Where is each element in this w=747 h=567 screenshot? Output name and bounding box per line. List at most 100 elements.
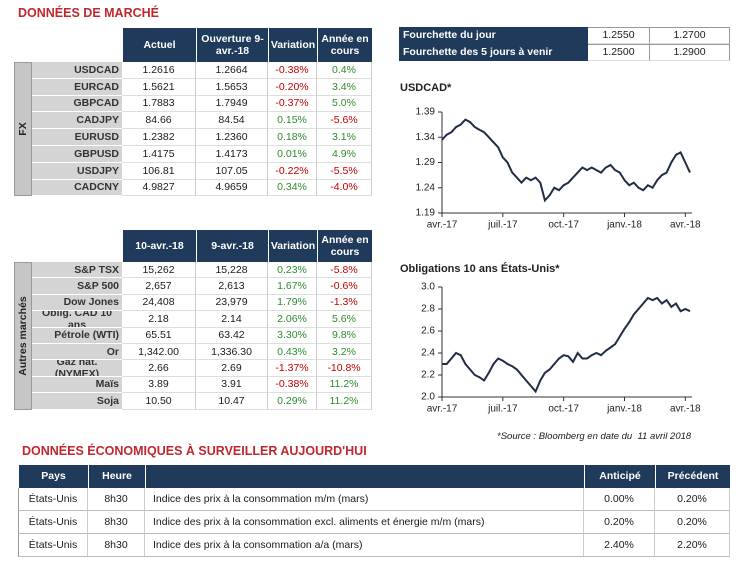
column-header: 10-avr.-18 (122, 230, 196, 262)
cell: 0.15% (268, 112, 317, 130)
row-label: EURUSD (32, 129, 122, 146)
column-header: Ouverture 9-avr.-18 (196, 28, 268, 62)
chart-title: USDCAD* (400, 82, 452, 94)
cell: 23,979 (196, 294, 268, 312)
cell: 2.14 (196, 311, 268, 328)
page-title: DONNÉES DE MARCHÉ (18, 6, 159, 20)
cell: Indice des prix à la consommation a/a (m… (145, 534, 584, 557)
cell: 8h30 (88, 488, 145, 511)
cell: 1.7883 (122, 95, 196, 113)
cell: États-Unis (18, 511, 88, 534)
group-strip: FX (14, 62, 32, 197)
cell: 1.5653 (196, 78, 268, 96)
cell: 5.6% (317, 311, 372, 328)
cell: 2.18 (122, 311, 196, 328)
cell: 1.7949 (196, 95, 268, 113)
cell: 3.91 (196, 376, 268, 394)
cell: Indice des prix à la consommation excl. … (145, 511, 584, 534)
column-header: Pays (18, 465, 88, 488)
group-label: FX (17, 122, 29, 136)
cell: 4.9659 (196, 179, 268, 197)
row-label: USDCAD (32, 62, 122, 79)
column-header: Anticipé (584, 465, 655, 488)
row-label: Oblig. CAD 10 ans (32, 311, 122, 328)
cell: 0.18% (268, 129, 317, 146)
row-label: USDJPY (32, 162, 122, 180)
y-tick-label: 2.4 (421, 348, 435, 359)
cell: 65.51 (122, 327, 196, 344)
cell: 0.23% (268, 262, 317, 279)
cell: -10.8% (317, 360, 372, 377)
cell: États-Unis (18, 534, 88, 557)
cell: États-Unis (18, 488, 88, 511)
cell: 107.05 (196, 162, 268, 180)
x-tick-label: janv.-18 (606, 404, 642, 415)
cell: 15,228 (196, 262, 268, 279)
cell: 10.47 (196, 393, 268, 410)
row-label: Pétrole (WTI) (32, 327, 122, 344)
x-tick-label: avr.-17 (427, 220, 458, 231)
cell: -5.5% (317, 162, 372, 180)
cell: -1.3% (317, 294, 372, 312)
row-label: GBPCAD (32, 95, 122, 113)
cell: 1.2360 (196, 129, 268, 146)
x-tick-label: janv.-18 (606, 220, 642, 231)
y-tick-label: 3.0 (421, 282, 435, 293)
cell: 8h30 (88, 534, 145, 557)
cell: 9.8% (317, 327, 372, 344)
x-tick-label: avr.-17 (427, 404, 458, 415)
group-strip: Autres marchés (14, 262, 32, 410)
cell: 2.66 (122, 360, 196, 377)
row-label: Fourchette des 5 jours à venir (398, 44, 588, 61)
cell: -4.0% (317, 179, 372, 197)
column-header: Variation (268, 28, 317, 62)
cell: 11.2% (317, 376, 372, 394)
cell: 3.4% (317, 78, 372, 96)
cell: 1.2382 (122, 129, 196, 146)
cell: 1.5621 (122, 78, 196, 96)
cell: 1.2500 (588, 44, 650, 61)
cell: 1.2664 (196, 62, 268, 79)
y-tick-label: 1.29 (416, 157, 436, 168)
row-label: Gaz nat. (NYMEX) (32, 360, 122, 377)
cell: 10.50 (122, 393, 196, 410)
row-label: EURCAD (32, 78, 122, 96)
row-label: CADJPY (32, 112, 122, 130)
cell: 1.4175 (122, 146, 196, 163)
cell: -5.6% (317, 112, 372, 130)
cell: 3.89 (122, 376, 196, 394)
row-label: S&P TSX (32, 262, 122, 279)
data-line (441, 118, 691, 203)
cell: 84.54 (196, 112, 268, 130)
cell: 1,342.00 (122, 344, 196, 361)
y-tick-label: 1.34 (416, 132, 436, 143)
cell: 3.2% (317, 344, 372, 361)
cell: 0.34% (268, 179, 317, 197)
cell: 2.06% (268, 311, 317, 328)
cell: 2.40% (584, 534, 655, 557)
cell: -0.20% (268, 78, 317, 96)
section-title: DONNÉES ÉCONOMIQUES À SURVEILLER AUJOURD… (22, 444, 367, 458)
y-tick-label: 1.19 (416, 208, 436, 219)
cell: 106.81 (122, 162, 196, 180)
cell: 24,408 (122, 294, 196, 312)
cell: 2,657 (122, 278, 196, 295)
cell: 5.0% (317, 95, 372, 113)
cell: -0.38% (268, 62, 317, 79)
y-tick-label: 2.2 (421, 370, 435, 381)
cell: -5.8% (317, 262, 372, 279)
x-tick-label: juil.-17 (487, 404, 518, 415)
y-tick-label: 1.24 (416, 182, 436, 193)
cell: Indice des prix à la consommation m/m (m… (145, 488, 584, 511)
row-label: Dow Jones (32, 294, 122, 312)
cell: 0.20% (655, 488, 730, 511)
cell: -0.38% (268, 376, 317, 394)
x-tick-label: oct.-17 (548, 220, 579, 231)
row-label: GBPUSD (32, 146, 122, 163)
x-tick-label: avr.-18 (670, 220, 701, 231)
cell: 3.1% (317, 129, 372, 146)
cell: 8h30 (88, 511, 145, 534)
cell: 0.20% (655, 511, 730, 534)
